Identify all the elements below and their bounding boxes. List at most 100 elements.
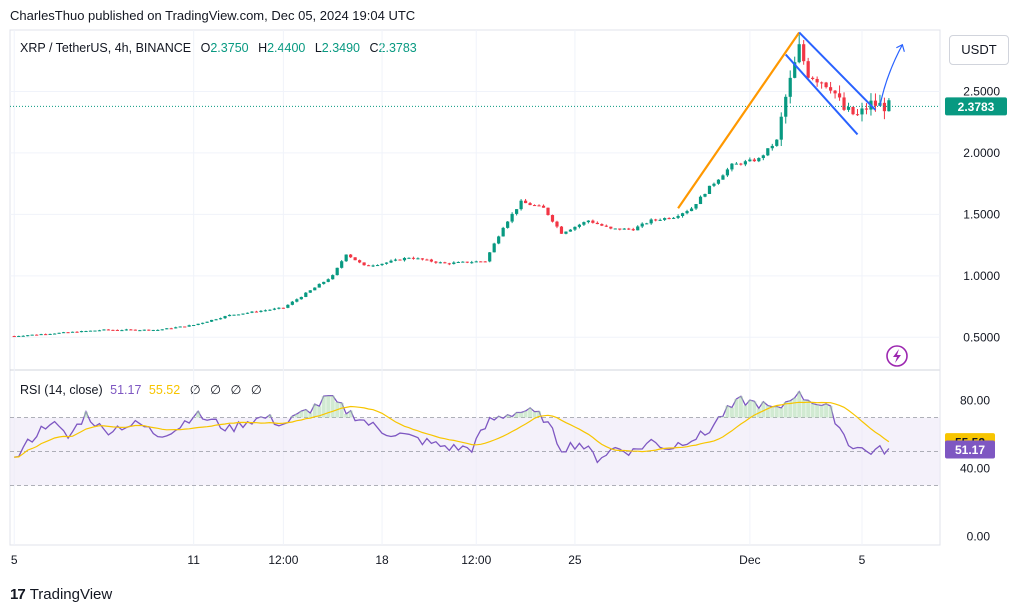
candle-body [667, 218, 671, 220]
candle [757, 157, 761, 163]
candle-body [93, 330, 97, 332]
candle [743, 159, 747, 167]
candle-body [654, 219, 658, 221]
candle [411, 256, 416, 260]
candle-body [523, 200, 528, 204]
price-tick-label: 1.5000 [963, 207, 1000, 221]
candle [528, 201, 532, 206]
candle [129, 329, 133, 331]
candle-body [604, 225, 608, 227]
candle [313, 287, 317, 291]
candle [375, 264, 380, 267]
candle [106, 329, 111, 331]
candle [600, 223, 604, 227]
rsi-value-tag-bg [945, 440, 995, 459]
candle-body [268, 309, 272, 311]
candle-body [245, 312, 250, 314]
symbol-name: XRP / TetherUS, 4h, BINANCE [20, 41, 192, 55]
candle [281, 307, 285, 309]
candle [214, 318, 218, 321]
candle-body [721, 175, 725, 180]
candle [218, 317, 223, 320]
candle [308, 290, 312, 293]
rsi-tick-label: 0.00 [967, 530, 991, 544]
open-value: 2.3750 [210, 41, 249, 55]
candle-body [488, 252, 492, 262]
candle-body [501, 227, 505, 237]
candle [591, 219, 595, 224]
candle-body [618, 228, 622, 230]
candle [241, 313, 245, 315]
candle-body [855, 114, 860, 116]
candle-body [375, 265, 380, 267]
candle [111, 329, 115, 331]
candle-body [707, 185, 712, 194]
candle-body [757, 158, 761, 162]
candle [362, 262, 366, 266]
candle-body [286, 304, 290, 308]
candle-body [133, 329, 137, 331]
candle [44, 333, 48, 336]
rsi-value-tag: 51.17 [955, 443, 985, 457]
time-tick-label: 5 [11, 553, 18, 567]
candle [501, 226, 505, 237]
candle-body [178, 326, 182, 328]
candle [497, 235, 501, 245]
candle-body [766, 148, 770, 156]
candle-body [730, 163, 734, 170]
candle [151, 329, 155, 332]
candle [577, 223, 582, 229]
candle [147, 329, 151, 331]
candle [479, 261, 483, 263]
candle-body [703, 193, 707, 197]
candle [402, 257, 407, 262]
candle-body [577, 224, 582, 227]
candle [613, 228, 617, 230]
rsi-tick-label: 80.00 [960, 394, 990, 408]
high-label: H [258, 41, 268, 55]
candle-body [685, 211, 689, 214]
high-value: 2.4400 [267, 41, 306, 55]
candle-body [129, 329, 133, 331]
candle-body [815, 78, 819, 83]
candle-body [438, 262, 442, 264]
candle-body [205, 321, 209, 323]
candle-body [57, 332, 61, 334]
candle-body [30, 334, 34, 336]
candle [766, 148, 770, 157]
candle [730, 163, 734, 172]
candle [452, 261, 456, 265]
candle-body [622, 228, 626, 230]
candle-body [102, 329, 106, 331]
candle [519, 199, 523, 211]
candle-body [236, 314, 241, 316]
candle [160, 329, 164, 331]
candle [115, 329, 120, 331]
candle [420, 258, 425, 261]
candle-body [564, 231, 568, 234]
candle-body [281, 307, 285, 309]
candle [640, 222, 644, 229]
candle [703, 193, 707, 198]
candle [295, 298, 299, 303]
candle [663, 217, 667, 221]
candle [384, 262, 389, 265]
candle-body [156, 329, 160, 331]
candle-body [353, 257, 357, 261]
candle-body [752, 159, 756, 162]
rsi-value: 51.17 [110, 383, 142, 397]
candle-body [788, 77, 792, 97]
candle-body [492, 243, 496, 253]
candle-body [649, 219, 653, 224]
candle-body [851, 107, 855, 115]
candle [35, 334, 39, 336]
candle-body [218, 318, 223, 320]
candle-body [586, 220, 590, 223]
candle-body [541, 205, 546, 208]
candle-body [640, 223, 644, 227]
currency-button[interactable]: USDT [949, 35, 1009, 65]
candle-body [716, 179, 721, 184]
candle-body [694, 204, 698, 209]
candle [846, 102, 851, 112]
